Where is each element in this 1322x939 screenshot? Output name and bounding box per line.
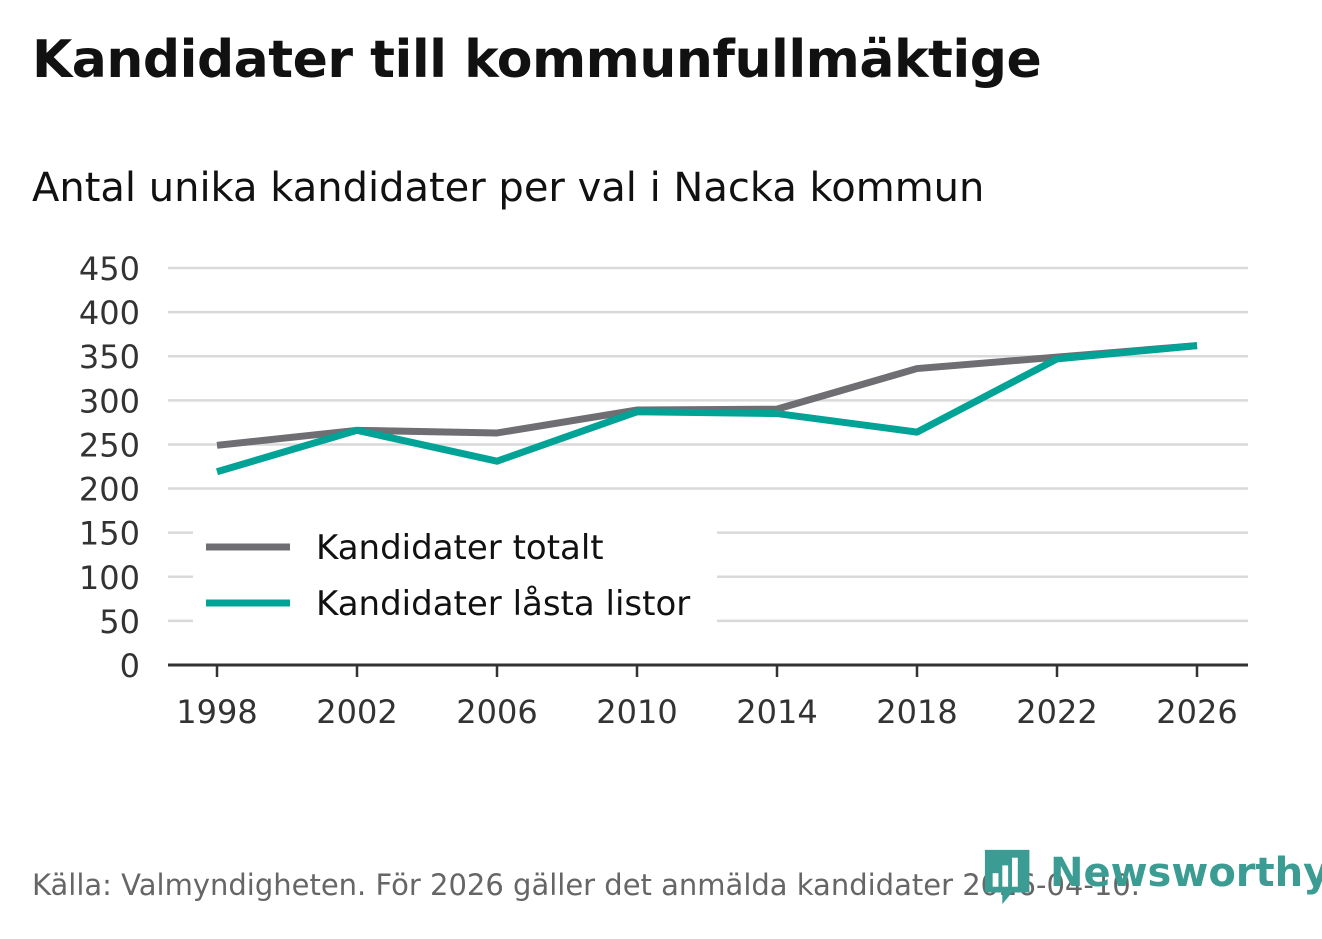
- y-tick-label: 150: [79, 515, 140, 553]
- x-tick-label: 1998: [176, 693, 257, 731]
- series-lines: [216, 342, 1198, 476]
- x-tick-label: 2026: [1156, 693, 1237, 731]
- y-tick-label: 350: [79, 338, 140, 376]
- y-tick-label: 100: [79, 559, 140, 597]
- newsworthy-logo-icon: [984, 849, 1030, 905]
- legend: Kandidater totalt Kandidater låsta listor: [193, 520, 717, 624]
- y-tick-label: 200: [79, 471, 140, 509]
- x-axis: 1998 2002 2006 2010 2014 2018 2022 2026: [168, 663, 1248, 731]
- brand-name: Newsworthy: [1050, 850, 1322, 896]
- y-axis-ticks: 0 50 100 150 200 250 300 350 400 450: [79, 250, 140, 685]
- chart-title: Kandidater till kommunfullmäktige: [32, 30, 1042, 90]
- legend-label: Kandidater totalt: [316, 528, 604, 568]
- x-tick-label: 2002: [316, 693, 397, 731]
- x-tick-label: 2010: [596, 693, 677, 731]
- y-tick-label: 50: [99, 603, 140, 641]
- legend-box: [193, 520, 717, 624]
- series-line-kandidater-lasta-listor: [216, 342, 1198, 476]
- y-tick-label: 300: [79, 382, 140, 420]
- chart-subtitle: Antal unika kandidater per val i Nacka k…: [32, 165, 985, 211]
- y-tick-label: 400: [79, 294, 140, 332]
- y-tick-label: 0: [120, 647, 140, 685]
- legend-label: Kandidater låsta listor: [316, 584, 690, 624]
- x-tick-label: 2014: [736, 693, 817, 731]
- x-tick-label: 2018: [876, 693, 957, 731]
- y-tick-label: 450: [79, 250, 140, 288]
- x-tick-label: 2022: [1016, 693, 1097, 731]
- y-tick-label: 250: [79, 426, 140, 464]
- x-tick-label: 2006: [456, 693, 537, 731]
- source-note: Källa: Valmyndigheten. För 2026 gäller d…: [32, 868, 1140, 902]
